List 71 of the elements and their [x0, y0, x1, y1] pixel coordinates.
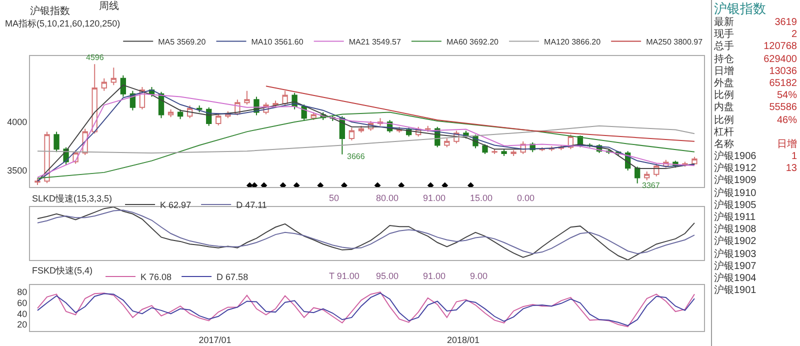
chart-title: 沪银指数: [30, 5, 70, 17]
y-tick-label: 3500: [7, 166, 28, 176]
legend-label: MA250 3800.97: [646, 37, 704, 46]
text: 持仓: [714, 54, 734, 66]
text: 629400: [764, 54, 797, 66]
text: 80.00: [376, 193, 399, 203]
legend-title: MA指标(5,10,21,60,120,250): [5, 18, 120, 29]
text: 46%: [776, 114, 797, 127]
text: 沪银1903: [714, 248, 756, 260]
text: 现手: [714, 29, 734, 40]
text: 沪银1902: [714, 236, 756, 248]
text: 沪银1908: [714, 224, 756, 236]
x-tick-label: 2017/01: [198, 334, 232, 345]
text: 15.00: [470, 193, 493, 203]
y-tick-label: 60: [17, 298, 28, 308]
text: 日增: [714, 66, 734, 78]
text: 65182: [769, 78, 797, 90]
text: 外盘: [714, 78, 734, 90]
text: 沪银1901: [714, 285, 756, 298]
text: 沪银1909: [714, 175, 756, 188]
text: 1: [791, 151, 797, 164]
text: 2: [791, 29, 797, 42]
text: 比例: [714, 114, 734, 126]
text: 55586: [769, 102, 797, 114]
legend-label: MA60 3692.20: [446, 37, 500, 46]
text: 54%: [776, 90, 797, 102]
text: 9.00: [470, 271, 488, 281]
legend-title: SLKD慢速(15,3,3,5): [32, 194, 112, 204]
x-tick-label: 2018/01: [446, 334, 480, 345]
legend-label: MA5 3569.20: [158, 37, 206, 46]
chart-subtitle: 周线: [99, 0, 119, 12]
legend-label: K 62.97: [160, 200, 192, 210]
annotation: 3367: [642, 181, 660, 190]
text: 13: [786, 163, 797, 176]
text: 名称: [714, 138, 734, 150]
legend-label: MA120 3866.20: [544, 37, 602, 46]
legend-label: K 76.08: [140, 272, 172, 282]
y-tick-label: 40: [17, 308, 28, 319]
text: 沪银1912: [714, 163, 756, 174]
y-tick-label: 80: [17, 287, 28, 298]
legend-label: MA10 3561.60: [251, 37, 304, 46]
y-tick-label: 20: [17, 320, 28, 330]
text: 内盘: [714, 102, 734, 114]
text: 50: [329, 193, 340, 203]
text: 比例: [714, 90, 734, 102]
legend-title: FSKD快速(5,4): [32, 266, 93, 276]
text: 沪银指数: [714, 1, 766, 16]
text: 最新: [714, 17, 734, 28]
text: 沪银1907: [714, 260, 756, 272]
legend-label: MA21 3549.57: [348, 37, 402, 46]
text: 沪银1906: [714, 151, 756, 162]
text: 沪银1910: [714, 188, 756, 200]
legend-label: D 47.11: [236, 200, 267, 210]
text: 120768: [764, 41, 797, 54]
text: 95.00: [376, 271, 399, 281]
text: 沪银1904: [714, 272, 756, 284]
annotation: 4596: [86, 53, 104, 62]
text: 0.00: [517, 193, 535, 203]
text: 杠杆: [714, 126, 734, 139]
text: 沪银1911: [714, 212, 756, 224]
text: T 91.00: [329, 271, 360, 281]
annotation: 3666: [347, 152, 366, 161]
text: 总手: [714, 41, 734, 54]
text: 3619: [774, 17, 797, 30]
text: 91.00: [423, 193, 446, 203]
text: 91.00: [423, 271, 446, 281]
text: 13036: [769, 66, 797, 78]
legend-label: D 67.58: [216, 272, 248, 282]
y-tick-label: 4000: [7, 117, 28, 128]
text: 日增: [777, 138, 797, 152]
text: 沪银1905: [714, 200, 756, 212]
